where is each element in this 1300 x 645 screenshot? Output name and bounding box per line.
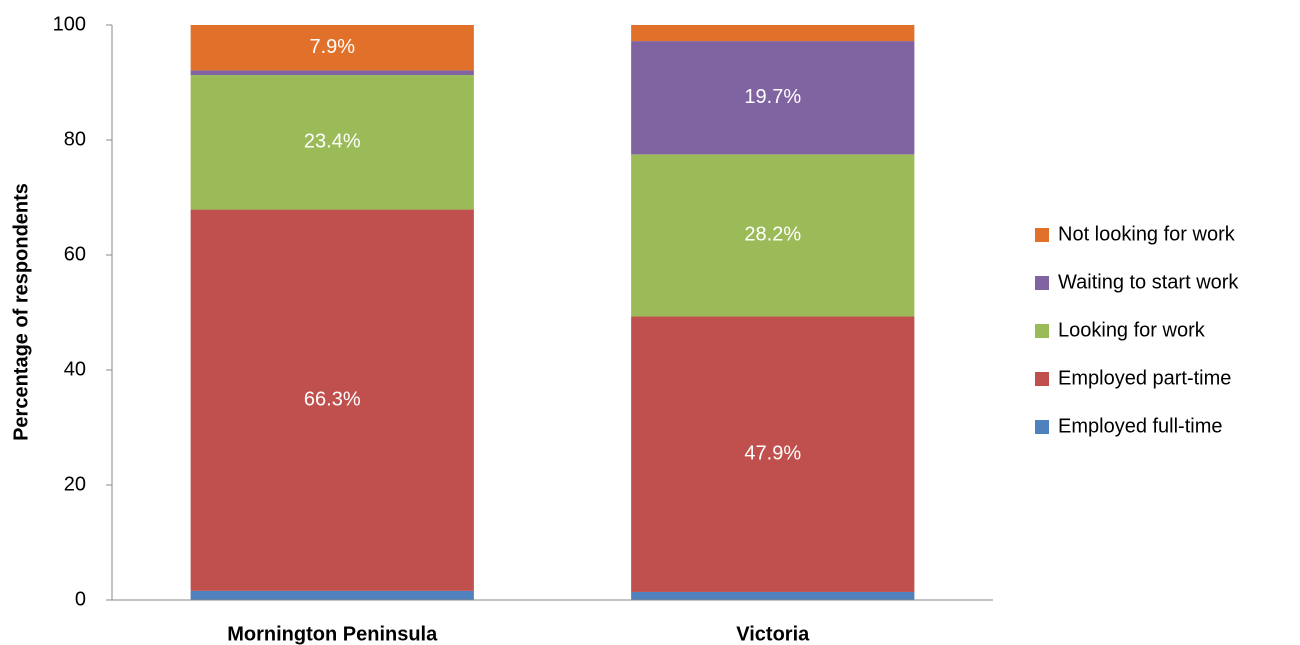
y-axis-label: Percentage of respondents bbox=[10, 183, 32, 441]
y-tick-label: 20 bbox=[64, 473, 86, 495]
data-label: 47.9% bbox=[744, 443, 801, 465]
bar-segment bbox=[631, 591, 915, 600]
bar-segment bbox=[631, 25, 915, 42]
data-label: 19.7% bbox=[744, 86, 801, 108]
legend-swatch bbox=[1035, 324, 1049, 338]
data-label: 7.9% bbox=[309, 36, 355, 58]
bar-segment bbox=[190, 70, 474, 76]
x-tick-label: Victoria bbox=[736, 623, 810, 645]
y-tick-label: 0 bbox=[75, 588, 86, 610]
data-label: 23.4% bbox=[304, 131, 361, 153]
legend-label: Waiting to start work bbox=[1058, 271, 1239, 293]
y-tick-label: 100 bbox=[53, 13, 86, 35]
x-tick-label: Mornington Peninsula bbox=[227, 623, 438, 645]
bar-segment bbox=[631, 316, 915, 592]
y-tick-label: 80 bbox=[64, 128, 86, 150]
data-label: 66.3% bbox=[304, 388, 361, 410]
legend-swatch bbox=[1035, 228, 1049, 242]
bar-segment bbox=[190, 25, 474, 71]
data-label: 28.2% bbox=[744, 224, 801, 246]
bar-segment bbox=[190, 590, 474, 600]
legend-label: Not looking for work bbox=[1058, 223, 1236, 245]
y-tick-label: 40 bbox=[64, 358, 86, 380]
legend-swatch bbox=[1035, 420, 1049, 434]
legend-label: Looking for work bbox=[1058, 319, 1206, 341]
bar-segment bbox=[631, 41, 915, 155]
legend-label: Employed part-time bbox=[1058, 367, 1231, 389]
bar-segment bbox=[631, 154, 915, 317]
bar-segment bbox=[190, 75, 474, 210]
y-tick-label: 60 bbox=[64, 243, 86, 265]
bar-segment bbox=[190, 209, 474, 591]
legend-swatch bbox=[1035, 276, 1049, 290]
legend-swatch bbox=[1035, 372, 1049, 386]
legend-label: Employed full-time bbox=[1058, 415, 1223, 437]
